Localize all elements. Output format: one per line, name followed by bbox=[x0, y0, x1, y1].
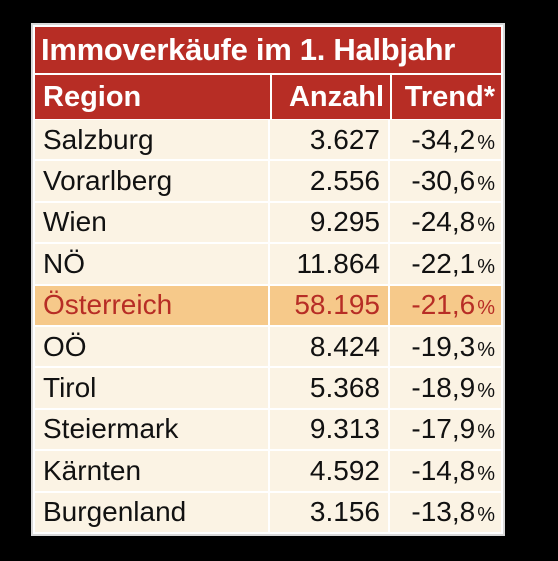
trend-value: -24,8 bbox=[411, 206, 476, 238]
cell-region: Steiermark bbox=[35, 409, 270, 452]
cell-trend: -21,6% bbox=[390, 285, 501, 327]
cell-region: Salzburg bbox=[35, 120, 270, 162]
percent-unit: % bbox=[477, 214, 495, 237]
trend-value: -18,9 bbox=[411, 372, 476, 404]
table-row: Steiermark 9.313 -17,9% bbox=[35, 409, 501, 452]
trend-value: -14,8 bbox=[411, 454, 476, 486]
cell-anzahl: 9.295 bbox=[270, 202, 390, 245]
column-divider bbox=[270, 75, 272, 119]
trend-value: -21,6 bbox=[411, 289, 476, 321]
cell-anzahl: 9.313 bbox=[270, 409, 390, 452]
table-row: Kärnten 4.592 -14,8% bbox=[35, 451, 501, 493]
cell-trend: -14,8% bbox=[390, 451, 501, 493]
cell-trend: -22,1% bbox=[390, 244, 501, 286]
table-row: Burgenland 3.156 -13,8% bbox=[35, 492, 501, 534]
cell-trend: -24,8% bbox=[390, 202, 501, 245]
table-row: Wien 9.295 -24,8% bbox=[35, 202, 501, 245]
column-header-region: Region bbox=[43, 81, 142, 113]
table-row: OÖ 8.424 -19,3% bbox=[35, 326, 501, 369]
cell-region: Kärnten bbox=[35, 451, 270, 493]
column-header-anzahl: Anzahl bbox=[288, 81, 384, 113]
cell-trend: -18,9% bbox=[390, 368, 501, 410]
table-row: Vorarlberg 2.556 -30,6% bbox=[35, 161, 501, 203]
cell-anzahl: 3.156 bbox=[270, 492, 390, 534]
percent-unit: % bbox=[477, 421, 495, 444]
table-row: NÖ 11.864 -22,1% bbox=[35, 244, 501, 286]
table-title: Immoverkäufe im 1. Halbjahr bbox=[35, 27, 501, 73]
cell-region: Wien bbox=[35, 202, 270, 245]
trend-value: -22,1 bbox=[411, 247, 476, 279]
percent-unit: % bbox=[477, 380, 495, 403]
percent-unit: % bbox=[477, 504, 495, 527]
trend-value: -17,9 bbox=[411, 413, 476, 445]
cell-region: Tirol bbox=[35, 368, 270, 410]
cell-anzahl: 58.195 bbox=[270, 285, 390, 327]
cell-anzahl: 3.627 bbox=[270, 120, 390, 162]
cell-trend: -30,6% bbox=[390, 161, 501, 203]
cell-anzahl: 5.368 bbox=[270, 368, 390, 410]
data-table: Salzburg 3.627 -34,2% Vorarlberg 2.556 -30,6%… bbox=[35, 120, 501, 534]
cell-trend: -19,3% bbox=[390, 326, 501, 369]
table-row: Salzburg 3.627 -34,2% bbox=[35, 120, 501, 162]
cell-anzahl: 11.864 bbox=[270, 244, 390, 286]
cell-trend: -17,9% bbox=[390, 409, 501, 452]
percent-unit: % bbox=[477, 297, 495, 320]
cell-anzahl: 4.592 bbox=[270, 451, 390, 493]
percent-unit: % bbox=[477, 131, 495, 154]
trend-value: -19,3 bbox=[411, 330, 476, 362]
cell-trend: -13,8% bbox=[390, 492, 501, 534]
cell-anzahl: 8.424 bbox=[270, 326, 390, 369]
cell-region: Burgenland bbox=[35, 492, 270, 534]
cell-region: Österreich bbox=[35, 285, 270, 327]
table-header: Region Anzahl Trend* bbox=[35, 75, 501, 119]
trend-value: -30,6 bbox=[411, 165, 476, 197]
cell-region: Vorarlberg bbox=[35, 161, 270, 203]
percent-unit: % bbox=[477, 255, 495, 278]
cell-region: OÖ bbox=[35, 326, 270, 369]
percent-unit: % bbox=[477, 462, 495, 485]
table-row: Österreich 58.195 -21,6% bbox=[35, 285, 501, 327]
cell-trend: -34,2% bbox=[390, 120, 501, 162]
column-divider bbox=[390, 75, 392, 119]
trend-value: -13,8 bbox=[411, 496, 476, 528]
cell-region: NÖ bbox=[35, 244, 270, 286]
trend-value: -34,2 bbox=[411, 123, 476, 155]
table-card: Immoverkäufe im 1. Halbjahr Region Anzah… bbox=[31, 23, 505, 536]
cell-anzahl: 2.556 bbox=[270, 161, 390, 203]
percent-unit: % bbox=[477, 338, 495, 361]
column-header-trend: Trend* bbox=[404, 81, 495, 113]
percent-unit: % bbox=[477, 173, 495, 196]
table-row: Tirol 5.368 -18,9% bbox=[35, 368, 501, 410]
